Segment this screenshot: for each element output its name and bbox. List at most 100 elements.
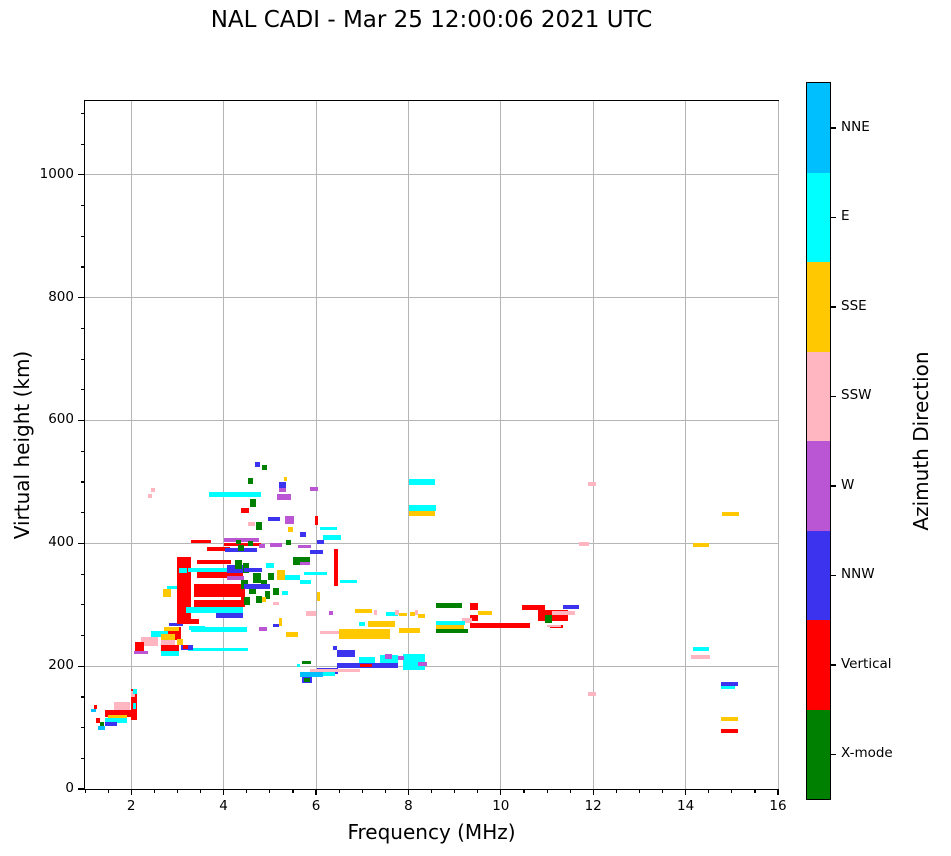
x-axis-minor-tick [200,789,202,793]
y-axis-minor-tick [81,112,85,114]
y-axis-minor-tick [81,573,85,575]
y-axis-label: Virtual height (km) [10,350,34,540]
colorbar [806,82,831,800]
y-axis-minor-tick [81,696,85,698]
echo-segment [278,481,287,488]
echo-segment [240,597,245,608]
echo-segment [310,486,319,492]
echo-segment [380,655,399,664]
echo-segment [692,543,710,547]
colorbar-tick [831,306,836,308]
echo-segment [206,546,230,551]
echo-segment [247,522,255,527]
echo-segment [254,462,260,468]
chart-title: NAL CADI - Mar 25 12:00:06 2021 UTC [210,7,653,33]
x-axis-minor-tick [246,789,248,793]
echo-segment [722,511,740,517]
echo-segment [522,604,545,610]
x-tick-label: 10 [492,798,510,814]
x-tick-label: 16 [769,798,787,814]
y-axis-minor-tick [81,389,85,391]
echo-segment [133,650,148,655]
colorbar-tick-label: NNE [841,118,870,135]
grid-line-vertical [777,101,779,789]
y-tick-label: 1000 [39,165,74,182]
echo-segment [284,574,301,580]
x-axis-tick [685,789,687,795]
echo-segment [250,499,257,508]
grid-line-vertical [685,101,687,789]
x-axis-minor-tick [292,789,294,793]
grid-line-horizontal [85,174,778,176]
echo-segment [317,540,325,544]
echo-segment [360,664,373,668]
echo-segment [193,584,246,597]
echo-segment [160,639,176,646]
echo-segment [240,508,249,513]
colorbar-tick-label: SSE [841,297,867,314]
echo-segment [193,599,246,607]
echo-segment [721,686,736,690]
echo-segment [252,572,261,583]
x-axis-tick [777,789,779,795]
y-axis-minor-tick [81,604,85,606]
echo-segment [160,645,179,652]
y-axis-minor-tick [81,235,85,237]
echo-segment [395,610,399,615]
y-tick-label: 600 [48,411,74,428]
echo-segment [132,703,136,710]
echo-segment [190,627,247,633]
x-axis-minor-tick [107,789,109,793]
x-tick-label: 8 [404,798,413,814]
x-axis-tick [315,789,317,795]
echo-segment [333,646,338,650]
y-axis-tick [78,788,84,790]
colorbar-segment-w [807,441,830,531]
x-tick-label: 12 [584,798,602,814]
y-axis-minor-tick [81,727,85,729]
echo-segment [276,494,291,501]
echo-segment [329,611,334,615]
echo-segment [537,609,568,622]
y-axis-tick [78,542,84,544]
x-tick-label: 2 [126,798,136,814]
echo-segment [562,604,580,609]
colorbar-segment-sse [807,262,830,352]
y-tick-label: 200 [48,657,74,674]
grid-line-vertical [500,101,502,789]
echo-segment [398,655,404,660]
x-axis-minor-tick [708,789,710,793]
echo-segment [215,613,244,618]
echo-segment [721,729,739,734]
colorbar-segment-e [807,172,830,262]
echo-segment [147,494,152,498]
x-axis-minor-tick [754,789,756,793]
echo-segment [300,561,311,566]
x-axis-minor-tick [523,789,525,793]
echo-segment [579,542,589,546]
colorbar-tick [831,395,836,398]
echo-segment [333,549,339,587]
echo-segment [587,481,597,486]
echo-segment [547,624,561,628]
echo-segment [178,567,187,574]
echo-segment [436,603,462,608]
echo-segment [226,565,249,574]
colorbar-segment-x-mode [807,709,830,799]
echo-segment [97,726,105,730]
echo-segment [264,591,271,599]
echo-segment [162,589,171,597]
echo-segment [436,621,465,625]
echo-segment [284,515,295,524]
colorbar-segment-vertical [807,620,830,710]
echo-segment [399,612,407,617]
echo-segment [410,612,416,617]
echo-segment [260,579,267,588]
echo-segment [190,539,211,544]
echo-segment [104,718,128,723]
echo-segment [93,704,98,709]
x-axis-minor-tick [546,789,548,793]
echo-segment [262,465,268,471]
echo-segment [133,688,137,694]
x-axis-minor-tick [384,789,386,793]
